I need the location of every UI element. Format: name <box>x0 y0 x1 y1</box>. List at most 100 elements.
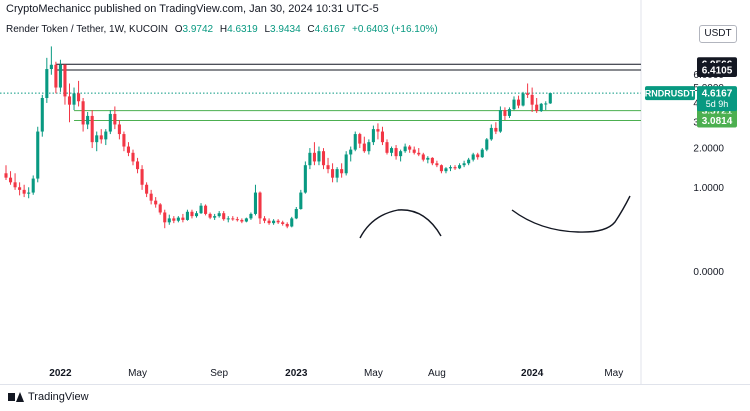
candle-up <box>49 46 53 75</box>
candle-body <box>13 182 17 188</box>
candle-body <box>86 115 90 125</box>
candle-up <box>40 94 44 137</box>
candle-body <box>467 159 471 164</box>
candle-body <box>444 168 448 172</box>
tradingview-brand: TradingView <box>28 391 89 403</box>
candle-body <box>262 218 267 221</box>
candle-up <box>294 206 298 220</box>
candle-up <box>290 216 294 228</box>
candle-up <box>548 92 552 104</box>
candle-up <box>226 216 230 223</box>
candle-body <box>135 161 140 170</box>
y-tick-label: 0.0000 <box>693 267 724 278</box>
candle-up <box>299 189 303 210</box>
candle-body <box>117 124 121 135</box>
candle-body <box>77 93 81 102</box>
candle-down <box>54 61 58 94</box>
candle-body <box>471 154 475 160</box>
candle-up <box>45 57 49 103</box>
candle-down <box>394 145 398 160</box>
candle-up <box>244 217 248 223</box>
candle-down <box>18 182 22 196</box>
candle-body <box>81 101 85 125</box>
candle-body <box>494 127 498 132</box>
candle-body <box>54 64 58 88</box>
candle-up <box>349 146 353 162</box>
candle-body <box>167 218 171 223</box>
candle-body <box>267 220 271 224</box>
candle-up <box>335 167 339 183</box>
candle-body <box>512 99 516 110</box>
candle-down <box>417 148 421 157</box>
tradingview-logo[interactable]: TradingView <box>8 391 89 403</box>
candle-down <box>190 209 194 219</box>
candle-body <box>399 151 403 157</box>
candle-body <box>539 103 543 112</box>
candle-up <box>512 96 516 111</box>
candle-body <box>181 217 185 220</box>
candle-body <box>36 131 40 179</box>
candle-down <box>13 173 17 190</box>
candle-up <box>27 187 31 199</box>
candle-down <box>321 148 326 170</box>
candle-up <box>58 59 62 92</box>
candle-body <box>126 146 131 153</box>
low-label: L <box>264 24 271 35</box>
candle-body <box>340 169 344 174</box>
candlestick-chart[interactable]: 0.00001.00002.00003.00004.00005.00006.00… <box>0 0 750 384</box>
candle-body <box>99 135 103 140</box>
candle-body <box>435 163 439 166</box>
candle-body <box>530 94 534 105</box>
candle-up <box>367 139 371 155</box>
candle-down <box>135 157 140 174</box>
candle-down <box>262 216 267 224</box>
time-axis: 2022 May Sep 2023 May Aug 2024 May <box>49 368 623 379</box>
candle-body <box>403 146 407 152</box>
currency-button[interactable]: USDT <box>699 25 737 43</box>
candle-down <box>503 107 507 121</box>
candle-up <box>31 175 35 195</box>
candle-body <box>213 216 217 218</box>
candle-down <box>240 218 244 224</box>
candle-body <box>548 93 552 104</box>
candle-body <box>222 213 226 220</box>
candle-body <box>371 129 375 143</box>
candle-up <box>403 143 407 153</box>
candle-up <box>253 184 258 216</box>
candle-down <box>117 120 121 140</box>
candle-body <box>22 189 26 194</box>
candle-down <box>285 222 289 229</box>
candle-down <box>4 165 8 180</box>
candle-body <box>317 151 321 162</box>
candle-body <box>448 167 453 169</box>
symbol-label: RNDRUSDT <box>645 89 696 99</box>
candle-body <box>335 169 339 178</box>
candle-body <box>353 134 357 150</box>
candle-down <box>140 165 144 190</box>
candle-up <box>95 131 99 152</box>
close-label: C <box>307 24 315 35</box>
candle-body <box>412 149 416 153</box>
candle-body <box>535 104 539 112</box>
level-label: 6.4105 <box>702 66 733 77</box>
last-price-label-bg <box>697 86 737 112</box>
candle-down <box>435 160 439 168</box>
change-value: +0.6403 (+16.10%) <box>352 24 438 35</box>
candle-body <box>281 222 285 224</box>
candle-down <box>235 216 239 222</box>
candle-body <box>308 152 312 166</box>
candle-body <box>217 213 221 217</box>
candle-body <box>249 213 253 219</box>
chart-header: CryptoMechanicc published on TradingView… <box>0 0 750 18</box>
candle-down <box>81 97 85 132</box>
candle-body <box>258 192 262 219</box>
candle-down <box>204 204 208 216</box>
candle-body <box>154 200 158 205</box>
candle-up <box>176 216 180 223</box>
candle-down <box>453 165 457 170</box>
candle-body <box>276 220 280 223</box>
candle-up <box>485 138 489 152</box>
candle-up <box>185 209 189 221</box>
candle-up <box>249 212 253 220</box>
candle-up <box>72 87 76 111</box>
